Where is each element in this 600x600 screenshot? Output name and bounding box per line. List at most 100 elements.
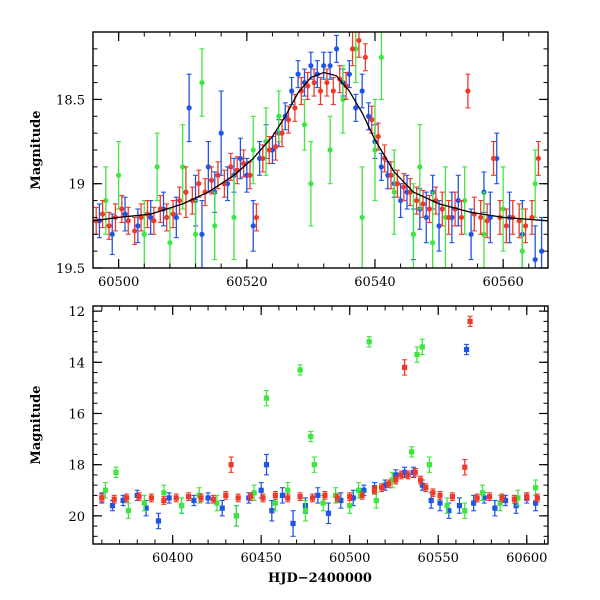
- marker: [308, 181, 314, 187]
- top-data-point-red: [356, 32, 362, 58]
- top-data-point-red: [273, 132, 279, 161]
- marker: [378, 164, 384, 170]
- marker: [474, 495, 480, 501]
- top-data-point-blue: [122, 196, 128, 232]
- marker: [423, 214, 429, 221]
- bottom-data-point-blue: [492, 499, 498, 517]
- top-data-point-green: [410, 183, 417, 268]
- top-data-point-red: [138, 203, 144, 232]
- top-data-point-red: [260, 144, 266, 173]
- marker: [297, 367, 303, 373]
- marker: [458, 214, 465, 221]
- marker: [426, 462, 432, 468]
- marker: [359, 88, 365, 94]
- bottom-data-point-green: [366, 336, 372, 348]
- bottom-data-point-green: [414, 346, 420, 363]
- bottom-data-point-blue: [166, 492, 172, 504]
- marker: [430, 490, 436, 496]
- top-data-point-blue: [308, 51, 314, 80]
- marker: [324, 79, 330, 86]
- marker: [302, 508, 309, 514]
- marker: [355, 487, 362, 493]
- marker: [478, 214, 484, 221]
- marker: [103, 197, 109, 204]
- marker: [334, 495, 340, 501]
- marker: [205, 495, 211, 501]
- marker: [279, 130, 285, 136]
- bottom-data-point-red: [486, 492, 493, 502]
- x-tick-label: 60600: [506, 551, 547, 566]
- marker: [263, 462, 270, 468]
- marker: [428, 497, 434, 504]
- bottom-data-point-red: [430, 488, 436, 498]
- marker: [321, 63, 327, 69]
- marker: [136, 494, 142, 500]
- top-plot-area: [93, 32, 548, 268]
- marker: [208, 177, 215, 183]
- marker: [405, 472, 411, 478]
- marker: [409, 449, 415, 455]
- top-data-point-red: [305, 71, 311, 100]
- marker: [430, 240, 436, 246]
- top-data-point-blue: [468, 208, 474, 261]
- marker: [533, 485, 539, 491]
- marker: [398, 197, 404, 204]
- bottom-data-point-red: [272, 490, 278, 500]
- top-data-point-blue: [186, 73, 192, 143]
- marker: [359, 492, 365, 498]
- bottom-data-point-red: [462, 458, 468, 476]
- bottom-data-point-green: [426, 456, 432, 473]
- marker: [164, 214, 170, 221]
- marker: [186, 105, 192, 111]
- top-data-point-red: [362, 43, 368, 72]
- bottom-data-point-green: [178, 497, 185, 514]
- marker: [276, 113, 282, 119]
- top-data-point-red: [196, 169, 202, 198]
- top-data-point-red: [215, 161, 221, 190]
- marker: [389, 477, 395, 483]
- marker: [219, 505, 225, 511]
- marker: [479, 490, 486, 496]
- bottom-data-point-blue: [219, 499, 225, 517]
- marker: [315, 492, 321, 498]
- marker: [414, 197, 420, 204]
- marker: [199, 79, 205, 86]
- marker: [519, 248, 525, 254]
- marker: [401, 469, 408, 475]
- bottom-data-point-red: [371, 485, 378, 495]
- marker: [135, 223, 141, 229]
- top-data-point-blue: [321, 51, 327, 80]
- marker: [516, 218, 522, 224]
- y-tick-label: 18: [68, 459, 85, 474]
- top-data-point-red: [100, 200, 106, 229]
- bottom-plot-area: [99, 315, 540, 537]
- marker: [333, 46, 340, 52]
- marker: [167, 240, 173, 246]
- top-data-point-blue: [333, 34, 340, 63]
- top-data-point-red: [439, 191, 445, 227]
- marker: [116, 172, 122, 178]
- marker: [113, 469, 119, 475]
- top-data-point-blue: [532, 225, 538, 268]
- marker: [437, 500, 443, 506]
- marker: [412, 469, 418, 475]
- x-tick-label: 60560: [482, 275, 523, 290]
- marker: [231, 214, 237, 221]
- top-data-point-green: [154, 132, 160, 202]
- top-data-point-blue: [199, 200, 205, 268]
- bottom-data-point-blue: [456, 497, 463, 514]
- marker: [247, 494, 254, 500]
- marker: [260, 155, 266, 162]
- bottom-data-point-red: [417, 475, 424, 485]
- top-data-point-red: [119, 194, 125, 224]
- top-panel: 60500 60520 60540 60560 18.5 19 19.5 Magnitude: [29, 31, 549, 290]
- top-data-point-green: [500, 166, 506, 252]
- marker: [462, 197, 468, 204]
- top-data-point-green: [378, 32, 384, 100]
- marker: [233, 513, 240, 519]
- marker: [176, 197, 183, 204]
- top-data-point-green: [327, 115, 333, 185]
- marker: [463, 346, 470, 353]
- bottom-data-point-green: [113, 466, 119, 479]
